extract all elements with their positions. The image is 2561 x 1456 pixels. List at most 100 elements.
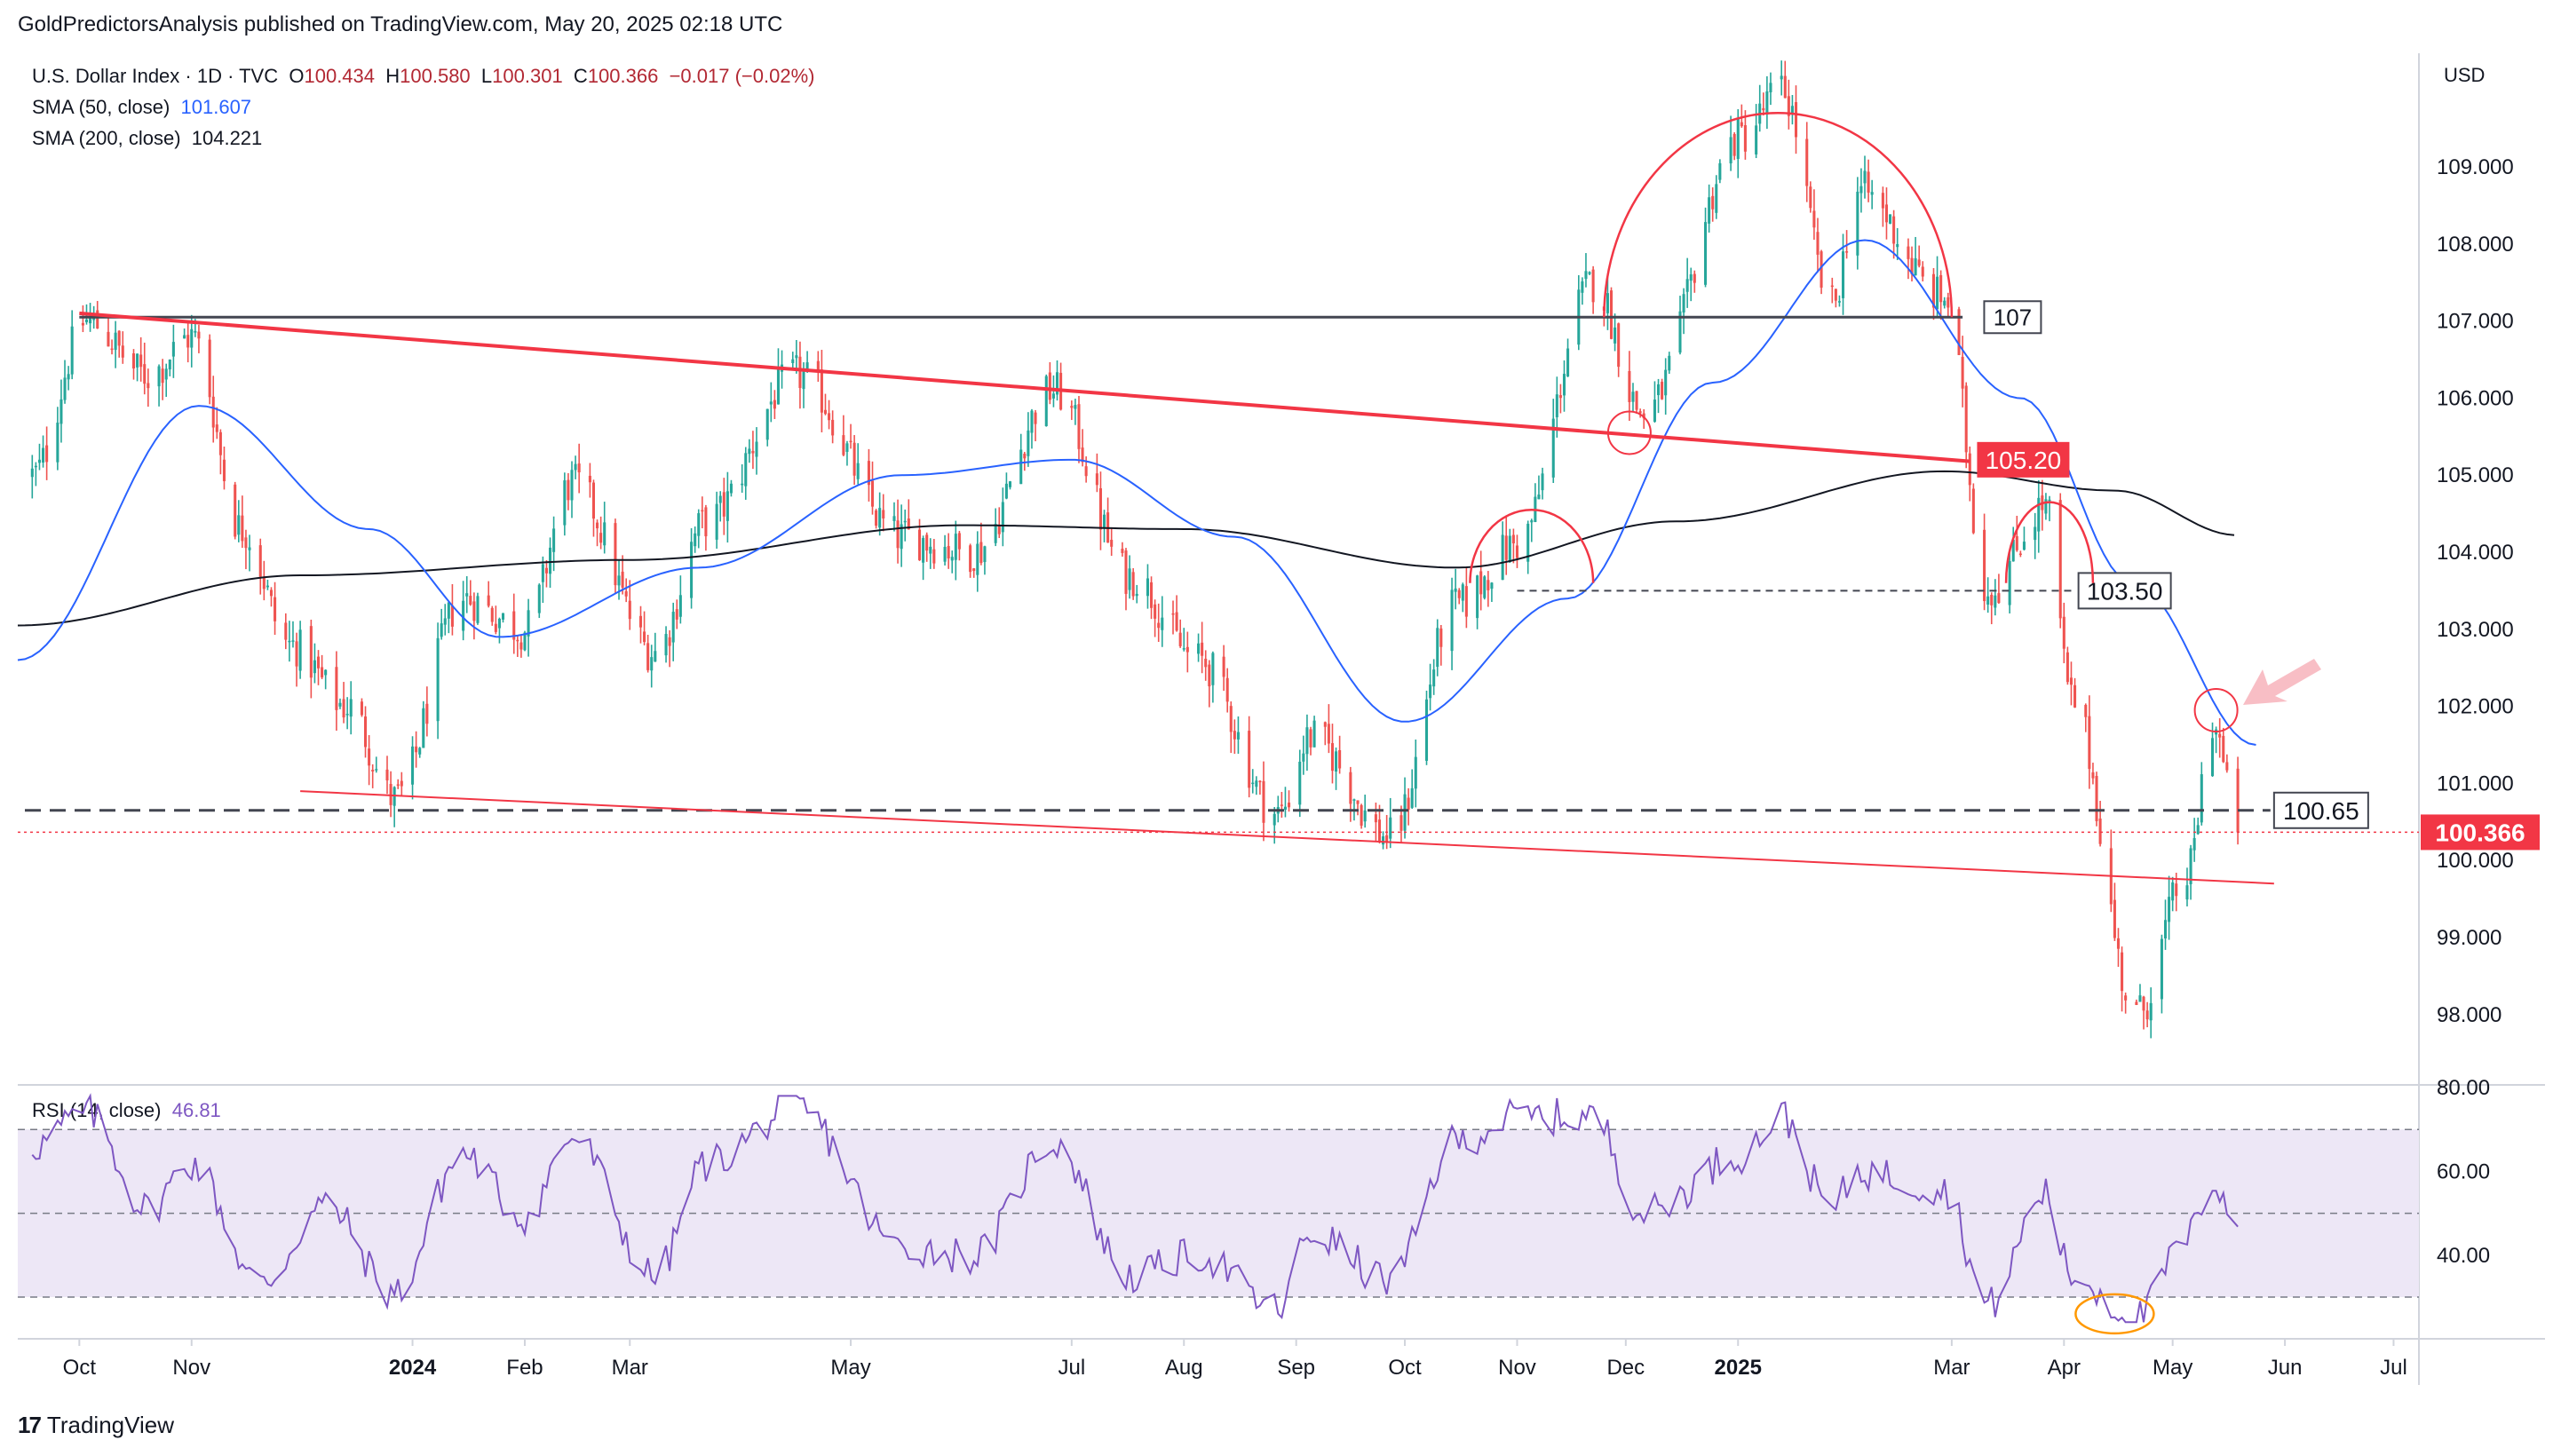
candle-body [617,575,621,586]
candle-body [364,716,368,748]
candle-body [614,523,617,586]
currency-label[interactable]: USD [2444,64,2486,86]
dip-circle[interactable] [1606,410,1652,455]
candle-body [918,529,922,560]
candle-body [121,345,124,358]
sma50-line[interactable] [17,239,2256,746]
candle-body [2211,738,2215,777]
tradingview-logo-icon: 17 [18,1412,42,1438]
candle-body [870,480,875,507]
low-value: 100.301 [492,65,563,87]
candle-body [1732,133,1736,156]
candle-body [588,475,591,483]
symbol-label[interactable]: U.S. Dollar Index · 1D · TVC [32,65,279,87]
level-107-label: 107 [1994,304,2032,330]
candle-body [218,431,222,455]
candle-body [1424,699,1429,761]
lower-trendline[interactable] [300,790,2274,885]
candle-body [56,423,59,463]
tradingview-logo[interactable]: 17 TradingView [18,1412,174,1439]
candle-body [1957,309,1961,355]
candle-body [472,601,476,621]
candle-body [2062,616,2065,649]
candle-body [266,585,269,588]
close-value: 100.366 [587,65,659,87]
sma-touch-circle[interactable] [2193,687,2239,732]
candle-body [624,591,628,597]
candle-body [1385,835,1389,843]
candle-body [114,332,117,351]
change-value: −0.017 (−0.02%) [669,65,815,87]
candle-body [1255,780,1258,787]
candle-body [269,590,274,597]
candle-body [1338,749,1342,769]
candle-body [1820,251,1823,288]
candle-body [2218,733,2222,738]
candle-body [81,322,84,326]
rsi-value: 46.81 [171,1099,221,1121]
time-tick-label: Feb [506,1356,543,1380]
rsi-line[interactable] [31,1093,2239,1324]
descending-trendline[interactable] [79,311,1970,463]
candle-body [1870,192,1874,195]
candle-body [527,610,530,637]
candle-body [1943,300,1947,306]
legend-row-sma200[interactable]: SMA (200, close) 104.221 [32,123,814,154]
candle-body [197,331,201,339]
rounding-top-arc-large[interactable] [1603,111,1954,318]
candle-body [1229,706,1233,732]
candle-body [1487,580,1490,590]
rsi-oversold-circle[interactable] [2074,1293,2155,1335]
candle-body [668,637,671,646]
candle-body [2124,995,2128,1001]
candle-body [1863,170,1867,184]
candle-body [929,546,932,554]
candle-body [462,600,465,631]
rounding-top-arc-mid[interactable] [2004,501,2095,583]
time-tick-label: Dec [1606,1356,1645,1380]
legend-row-sma50[interactable]: SMA (50, close) 101.607 [32,91,814,123]
candle-body [440,623,443,637]
candle-body [1454,588,1457,592]
candle-body [1414,756,1417,789]
rounding-top-arc-small[interactable] [1469,509,1595,583]
time-tick-label: Mar [612,1356,648,1380]
candle-body [1131,572,1135,597]
candle-body [1030,410,1034,433]
candle-body [596,522,599,529]
candle-body [1051,393,1055,399]
candle-body [1642,413,1645,419]
candle-body [671,612,675,643]
candle-body [501,613,505,620]
candle-body [1990,595,1994,605]
sma200-line[interactable] [17,470,2235,627]
candle-body [1157,622,1161,629]
candle-body [1968,453,1971,486]
candle-body [215,424,218,432]
candle-body [1964,385,1968,453]
candle-body [89,317,92,324]
candle-body [1867,171,1870,193]
candle-body [1896,243,1899,248]
candle-body [1530,520,1534,523]
candle-body [621,571,624,588]
candle-body [411,746,415,785]
level-100-65-label: 100.65 [2283,797,2359,825]
candle-body [1889,214,1892,225]
candle-body [943,546,947,562]
candle-body [805,362,809,370]
candle-body [997,525,1001,534]
candle-body [157,366,161,387]
candle-body [2095,775,2098,821]
candle-body [183,335,186,339]
candle-body [1845,251,1849,253]
candle-body [1678,311,1682,353]
candle-body [675,609,678,620]
candle-body [1110,540,1114,547]
candle-body [516,639,519,642]
candle-body [2058,500,2062,619]
candle-body [1001,502,1004,533]
candle-body [1931,273,1936,308]
candle-body [1262,780,1265,823]
